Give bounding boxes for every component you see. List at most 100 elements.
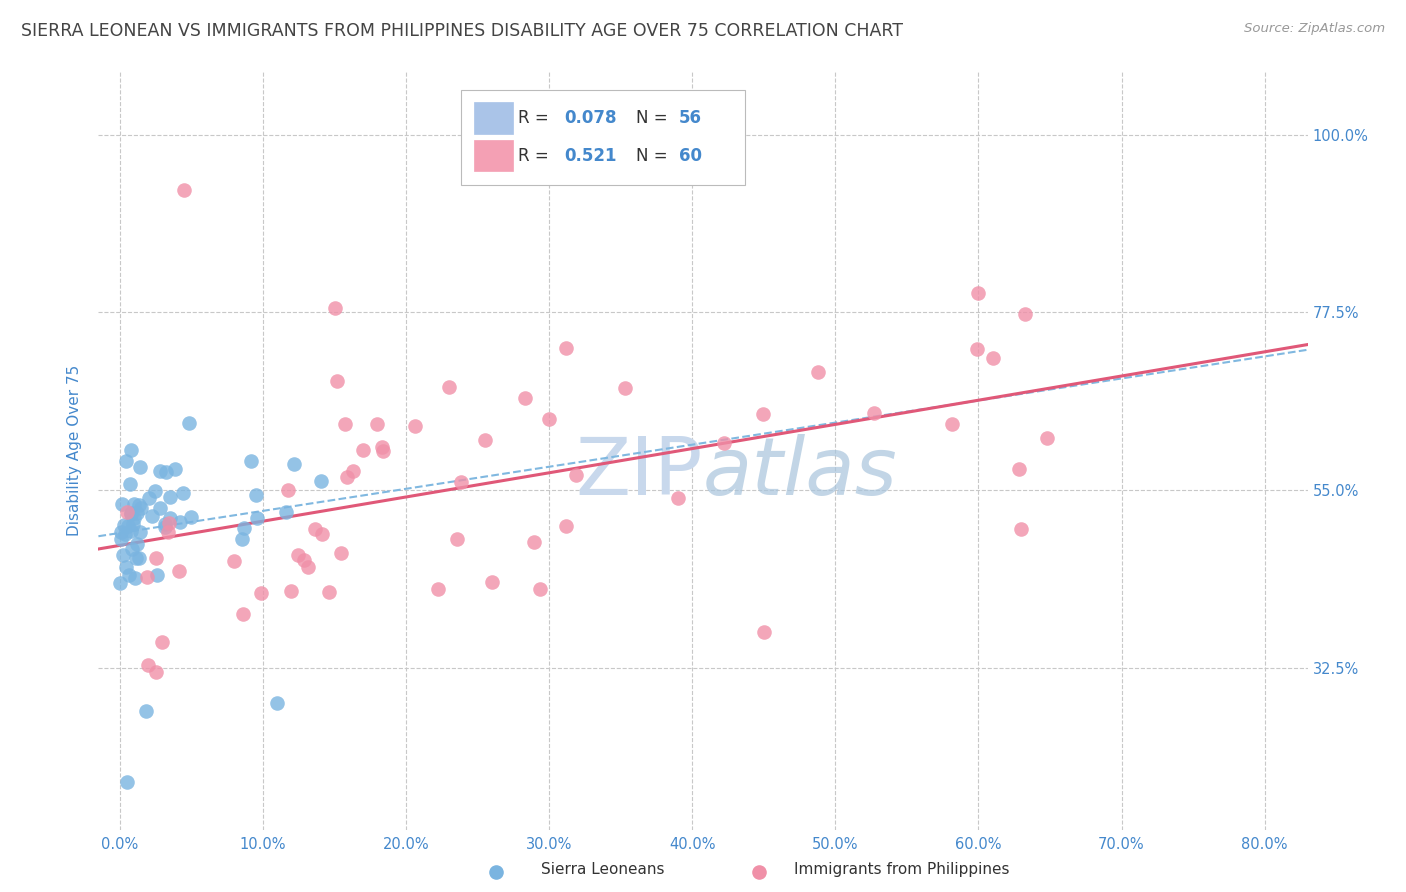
Point [125,551,148,566]
Point [163,462,186,476]
Text: ZIP: ZIP [575,434,703,512]
Point [146,567,169,582]
Point [565,467,588,482]
Point [149,500,172,515]
Point [481,575,503,590]
Point [239,454,262,468]
Point [748,865,770,880]
Point [167,564,190,578]
Point [169,516,191,530]
Point [110,575,132,590]
Point [232,607,254,621]
Point [159,490,181,504]
Text: N =: N = [637,110,673,128]
Point [292,553,315,567]
Point [224,554,246,568]
FancyBboxPatch shape [474,102,513,134]
Point [529,582,551,597]
FancyBboxPatch shape [474,139,513,171]
Point [233,521,256,535]
Point [172,485,194,500]
Point [297,560,319,574]
Point [115,775,138,789]
Point [283,457,305,471]
Point [274,505,297,519]
Point [124,510,146,524]
Point [121,542,143,557]
Point [117,518,139,533]
Point [118,476,141,491]
Point [342,464,364,478]
Text: N =: N = [637,147,673,165]
Point [966,343,988,357]
Point [114,527,136,541]
Point [127,506,149,520]
Point [538,412,561,426]
Point [246,511,269,525]
Point [614,381,637,395]
Point [156,524,179,539]
Point [245,488,267,502]
Point [173,183,195,197]
Point [110,532,132,546]
Point [141,508,163,523]
Point [114,517,136,532]
Point [110,524,132,539]
Point [115,505,138,519]
Point [136,570,159,584]
Point [807,365,830,379]
Point [309,474,332,488]
Point [523,535,546,549]
Point [128,551,150,566]
Point [513,391,536,405]
Point [120,443,142,458]
Point [121,517,143,532]
Point [111,548,134,562]
Point [318,584,340,599]
Point [1036,431,1059,445]
Point [138,491,160,505]
Point [120,506,142,520]
Point [437,380,460,394]
Point [863,406,886,420]
Point [125,537,148,551]
Point [333,417,356,431]
Point [155,517,177,532]
Point [668,491,690,505]
Point [752,625,775,640]
Point [554,519,576,533]
Point [266,696,288,710]
Point [484,865,508,880]
Point [1007,462,1029,476]
Point [114,454,136,468]
Point [311,526,333,541]
Point [250,586,273,600]
Y-axis label: Disability Age Over 75: Disability Age Over 75 [67,365,83,536]
Point [370,440,392,454]
Text: 60: 60 [679,147,702,165]
Point [120,507,142,521]
Point [404,418,426,433]
Point [150,635,173,649]
Point [277,483,299,498]
Point [136,657,159,672]
Point [427,582,450,596]
Point [474,433,496,447]
Point [981,351,1004,366]
Point [323,301,346,316]
Point [336,469,359,483]
Point [115,560,138,574]
Point [967,285,990,300]
Point [326,374,349,388]
Text: Immigrants from Philippines: Immigrants from Philippines [794,863,1010,877]
Point [118,568,141,582]
Point [446,532,468,546]
Point [554,341,576,355]
Point [941,417,963,432]
Point [120,524,142,538]
Point [287,548,309,562]
Text: R =: R = [517,147,554,165]
Point [159,510,181,524]
Point [122,497,145,511]
Point [330,545,353,559]
